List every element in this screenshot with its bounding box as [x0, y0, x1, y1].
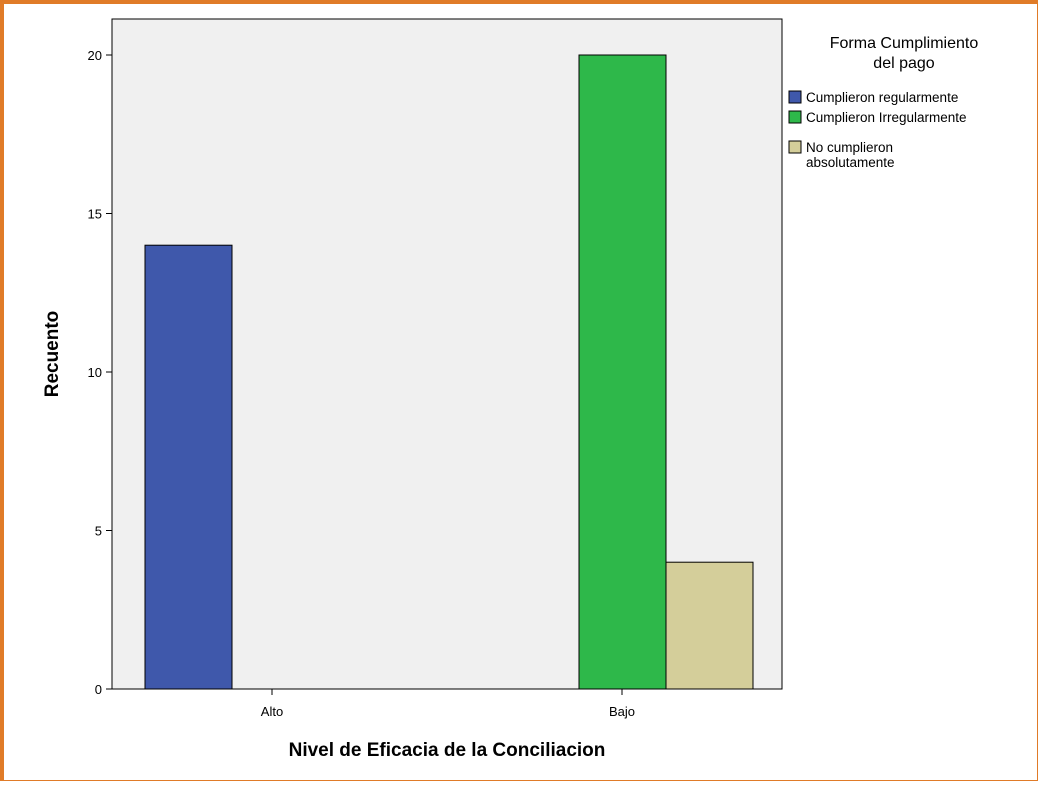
y-tick-label: 20: [88, 48, 102, 63]
bar-bajo-2: [665, 561, 754, 690]
legend: Forma Cumplimiento del pago Cumplieron reg…: [788, 35, 979, 170]
legend-swatch: [788, 110, 802, 124]
y-axis-title: Recuento: [42, 311, 63, 398]
bars-group: [144, 54, 754, 690]
x-tick-label: Alto: [261, 704, 283, 719]
legend-label: No cumplieron: [806, 140, 893, 155]
legend-swatch: [788, 140, 802, 154]
x-axis-title: Nivel de Eficacia de la Conciliacion: [289, 740, 606, 761]
bar-bajo-1: [578, 54, 667, 690]
y-tick-label: 5: [95, 524, 102, 539]
x-tick-label: Bajo: [609, 704, 635, 719]
legend-title: del pago: [873, 55, 934, 72]
legend-label: Cumplieron regularmente: [806, 90, 958, 105]
bar-chart: 0 5 10 15 20 Alto Bajo Recuento Nivel de Efica…: [42, 18, 979, 761]
legend-title: Forma Cumplimiento: [830, 35, 979, 52]
bar-alto-0: [144, 244, 233, 690]
legend-swatch: [788, 90, 802, 104]
y-tick-label: 15: [88, 207, 102, 222]
y-tick-label: 10: [88, 365, 102, 380]
legend-label: Cumplieron Irregularmente: [806, 110, 967, 125]
axes-group: 0 5 10 15 20 Alto Bajo: [88, 48, 635, 719]
y-tick-label: 0: [95, 682, 102, 697]
legend-label: absolutamente: [806, 155, 895, 170]
